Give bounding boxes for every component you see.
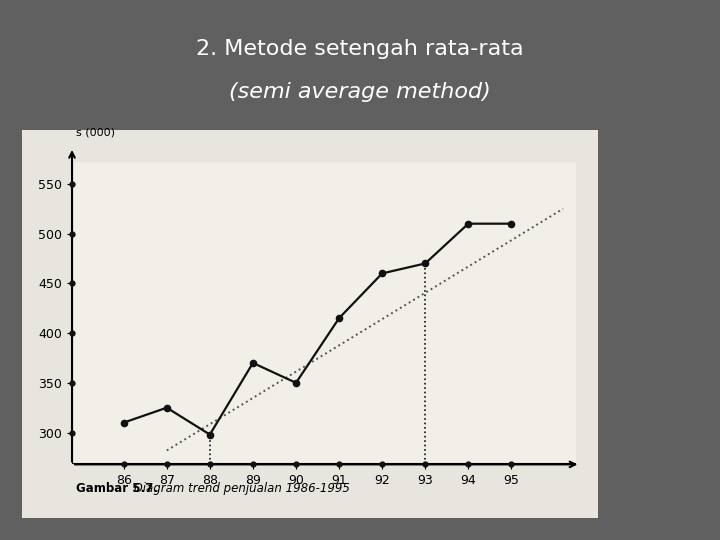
Text: Diagram trend penjualan 1986-1995: Diagram trend penjualan 1986-1995	[130, 482, 349, 495]
Text: 2. Metode setengah rata-rata: 2. Metode setengah rata-rata	[196, 38, 524, 59]
Text: (semi average method): (semi average method)	[229, 82, 491, 102]
Text: s (000): s (000)	[76, 127, 115, 137]
Text: Gambar 5.7.: Gambar 5.7.	[76, 482, 158, 495]
